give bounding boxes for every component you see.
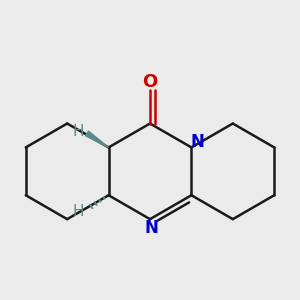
Text: H: H (72, 124, 83, 139)
Polygon shape (85, 131, 109, 147)
Text: N: N (191, 133, 205, 151)
Text: O: O (142, 73, 158, 91)
Text: N: N (145, 219, 159, 237)
Text: H: H (72, 204, 83, 219)
